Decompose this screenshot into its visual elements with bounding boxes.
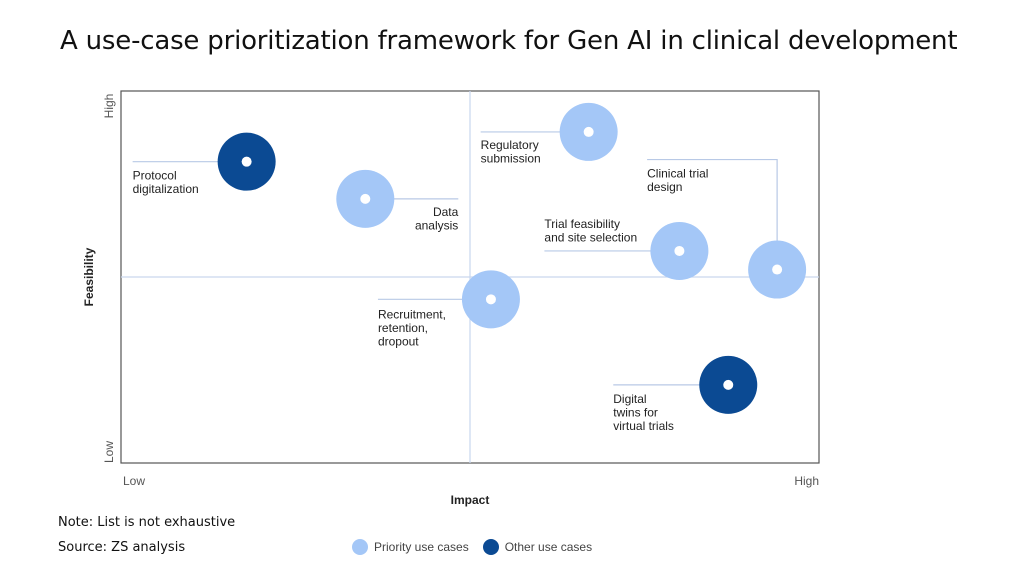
point-label-line: twins for [613,405,658,419]
leader-line [647,158,778,270]
point-label-line: digitalization [133,182,199,196]
x-tick-high: High [794,474,819,488]
point-label-line: Data [433,205,459,219]
legend-item-other: Other use cases [482,539,593,555]
data-points: Protocol digitalization Data analysis Regula… [133,102,807,433]
page-title: A use-case prioritization framework for … [60,26,958,56]
point-label-line: retention, [378,321,428,335]
point-center-dot [723,379,734,390]
point-label: Recruitment, retention, dropout [378,307,446,348]
point-center-dot [772,264,783,275]
point-label-line: Regulatory [481,138,539,152]
point-label-line: Protocol [133,169,177,183]
point-center-dot [674,245,685,256]
legend-swatch-priority [352,539,368,555]
point-label-line: submission [481,151,541,165]
point-label: Regulatory submission [481,138,541,166]
point-label: Data analysis [415,205,459,233]
point-label: Clinical trial design [647,167,708,195]
y-tick-low: Low [102,441,116,463]
legend-label-other: Other use cases [504,540,593,554]
x-tick-low: Low [123,474,145,488]
legend-swatch-other [482,539,499,555]
point-label-line: virtual trials [613,419,674,433]
point-label-line: dropout [378,334,419,348]
data-point: Data analysis [336,169,459,233]
point-center-dot [485,294,496,305]
legend-label-priority: Priority use cases [374,540,469,554]
point-label-line: design [647,180,682,194]
point-center-dot [241,156,252,167]
point-label: Trial feasibility and site selection [544,217,637,245]
point-label-line: Recruitment, [378,307,446,321]
y-axis-label: Feasibility [82,247,96,306]
point-label: Digital twins for virtual trials [613,392,674,433]
point-center-dot [583,126,594,137]
data-point: Digital twins for virtual trials [613,355,758,433]
point-label-line: and site selection [544,230,637,244]
point-label-line: Trial feasibility [544,217,620,231]
point-label: Protocol digitalization [133,169,199,197]
y-tick-high: High [102,94,116,119]
data-point: Trial feasibility and site selection [544,217,709,280]
data-point: Protocol digitalization [133,132,276,197]
legend-item-priority: Priority use cases [352,539,469,555]
point-label-line: Clinical trial [647,167,708,181]
legend: Priority use cases Other use cases [352,539,606,555]
point-label-line: Digital [613,392,646,406]
data-point: Clinical trial design [647,158,807,299]
note-text: Note: List is not exhaustive [58,515,236,530]
x-axis-label: Impact [451,493,490,507]
point-label-line: analysis [415,218,458,232]
data-point: Regulatory submission [480,102,618,166]
point-center-dot [360,193,371,204]
data-point: Recruitment, retention, dropout [377,270,520,348]
source-text: Source: ZS analysis [58,540,186,555]
